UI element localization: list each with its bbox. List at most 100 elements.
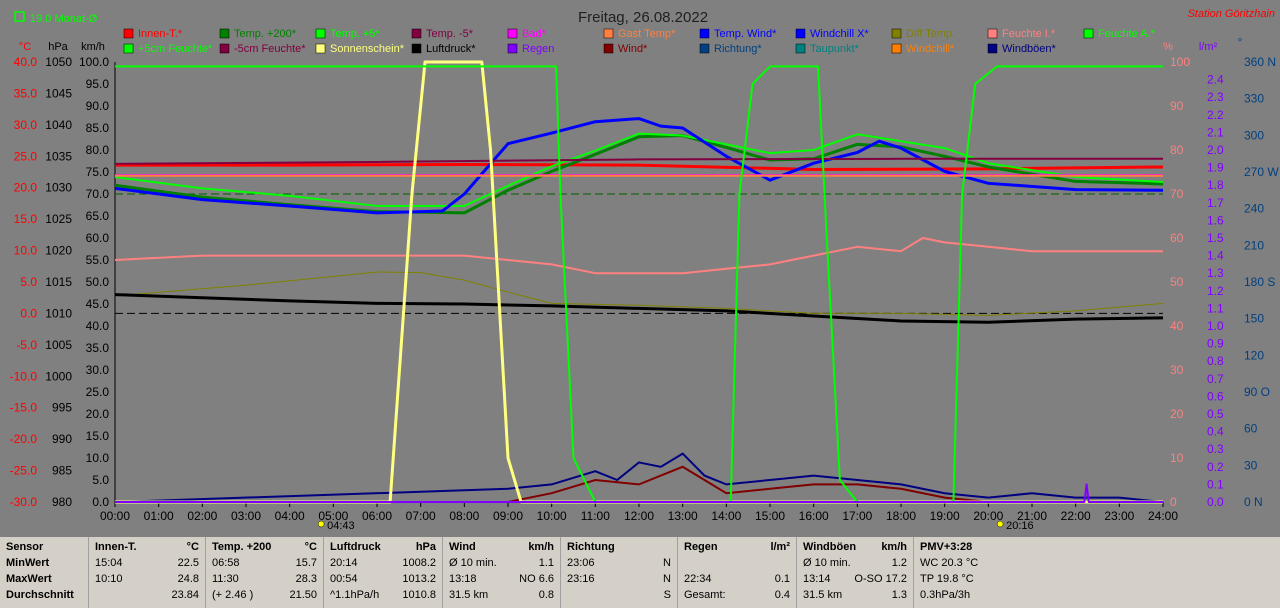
rain-tick-label: 2.2: [1207, 108, 1224, 122]
stats-cell: Ø 10 min.: [449, 557, 497, 569]
stats-cell: 06:58: [212, 557, 240, 569]
x-tick-label: 20:00: [973, 509, 1003, 523]
stats-cell: 1008.2: [402, 557, 436, 569]
temp-tick-label: -5.0: [16, 338, 37, 352]
pressure-tick-label: 1000: [45, 369, 72, 383]
legend-swatch: [795, 28, 806, 39]
pressure-tick-label: 1020: [45, 244, 72, 258]
sunrise-time: 04:43: [327, 520, 355, 532]
rain-tick-label: 0.5: [1207, 407, 1224, 421]
rain-tick-label: 0.1: [1207, 477, 1224, 491]
legend-swatch: [411, 28, 422, 39]
stats-column: Luftdruck hPa 20:14 1008.2 00:54 1013.2 ^1.1hP…: [323, 537, 442, 608]
x-tick-label: 19:00: [930, 509, 960, 523]
legend-item: Temp. +5*: [330, 28, 381, 40]
humidity-tick-label: 100: [1170, 55, 1190, 69]
legend-swatch: [891, 43, 902, 54]
stats-cell: 28.3: [295, 573, 317, 585]
humidity-tick-label: 0: [1170, 495, 1177, 509]
direction-tick-label: 90 O: [1244, 385, 1270, 399]
x-tick-label: 05:00: [318, 509, 348, 523]
stats-cell: 31.5 km: [803, 589, 843, 601]
month-avg-label: 19.0 Monat-Ø: [30, 13, 98, 25]
rain-tick-label: 1.3: [1207, 266, 1224, 280]
stats-header: Temp. +200: [212, 541, 272, 553]
wind-axis-unit: km/h: [81, 41, 105, 53]
stats-header: Wind: [449, 541, 476, 553]
temp-tick-label: 0.0: [20, 306, 37, 320]
legend-swatch: [603, 43, 614, 54]
legend-swatch: [891, 28, 902, 39]
stats-header: Richtung: [567, 541, 615, 553]
direction-tick-label: 150: [1244, 312, 1264, 326]
wind-tick-label: 60.0: [86, 231, 110, 245]
x-tick-label: 12:00: [624, 509, 654, 523]
pressure-tick-label: 1010: [45, 306, 72, 320]
pressure-tick-label: 1035: [45, 149, 72, 163]
stats-cell: 0.8: [538, 589, 554, 601]
wind-tick-label: 75.0: [86, 165, 110, 179]
legend-swatch: [795, 43, 806, 54]
series-line: [114, 452, 1164, 503]
stats-cell: 11:30: [212, 573, 239, 585]
humidity-tick-label: 10: [1170, 451, 1184, 465]
stats-cell: 13:14: [803, 573, 831, 585]
rain-tick-label: 1.1: [1207, 301, 1224, 315]
stats-cell: TP 19.8 °C: [920, 573, 974, 585]
wind-tick-label: 35.0: [86, 341, 110, 355]
temp-tick-label: 15.0: [14, 212, 38, 226]
x-tick-label: 23:00: [1104, 509, 1134, 523]
x-tick-label: 15:00: [755, 509, 785, 523]
x-tick-label: 18:00: [886, 509, 916, 523]
stats-cell: 13:18: [449, 573, 477, 585]
stats-cell: (+ 2.46 ): [212, 589, 254, 601]
x-tick-label: 09:00: [493, 509, 523, 523]
wind-tick-label: 90.0: [86, 99, 110, 113]
legend-swatch: [411, 43, 422, 54]
temp-tick-label: 40.0: [14, 55, 38, 69]
stats-header: km/h: [528, 541, 554, 553]
stats-header: hPa: [415, 541, 436, 553]
rain-tick-label: 0.8: [1207, 354, 1224, 368]
pressure-tick-label: 1025: [45, 212, 72, 226]
stats-cell: 1013.2: [402, 573, 436, 585]
legend-item: Temp. -5*: [426, 28, 474, 40]
rain-tick-label: 0.6: [1207, 389, 1224, 403]
wind-tick-label: 70.0: [86, 187, 110, 201]
stats-cell: N: [663, 557, 671, 569]
wind-tick-label: 80.0: [86, 143, 110, 157]
temp-tick-label: -25.0: [10, 464, 38, 478]
humidity-tick-label: 50: [1170, 275, 1184, 289]
pressure-tick-label: 1015: [45, 275, 72, 289]
x-tick-label: 10:00: [537, 509, 567, 523]
rain-tick-label: 1.4: [1207, 249, 1224, 263]
humidity-tick-label: 90: [1170, 99, 1184, 113]
stats-cell: N: [663, 573, 671, 585]
stats-cell: 23.84: [171, 589, 199, 601]
stats-cell: 23:06: [567, 557, 595, 569]
pressure-tick-label: 985: [52, 464, 72, 478]
stats-cell: 0.1: [774, 573, 790, 585]
stats-cell: 0.3hPa/3h: [920, 589, 971, 601]
wind-tick-label: 15.0: [86, 429, 110, 443]
legend-item: Taupunkt*: [810, 43, 860, 55]
temp-tick-label: 10.0: [14, 244, 38, 258]
pressure-tick-label: 995: [52, 401, 72, 415]
rain-tick-label: 1.2: [1207, 284, 1224, 298]
temp-tick-label: -15.0: [10, 401, 38, 415]
stats-header: PMV+3:28: [920, 541, 973, 553]
wind-tick-label: 0.0: [92, 495, 109, 509]
series-line: [114, 271, 1164, 316]
stats-cell: ^1.1hPa/h: [330, 589, 380, 601]
humidity-tick-label: 40: [1170, 319, 1184, 333]
sunset-icon: [996, 520, 1004, 528]
stats-column: PMV+3:28 WC 20.3 °C TP 19.8 °C 0.3hPa/3h: [913, 537, 1050, 608]
pressure-tick-label: 1045: [45, 86, 72, 100]
stats-column: Temp. +200 °C 06:58 15.7 11:30 28.3 (+ 2.46 ) 2…: [205, 537, 323, 608]
wind-tick-label: 40.0: [86, 319, 110, 333]
x-tick-label: 16:00: [799, 509, 829, 523]
legend-item: Windchill X*: [810, 28, 869, 40]
temp-tick-label: -30.0: [10, 495, 38, 509]
rain-tick-label: 1.9: [1207, 161, 1224, 175]
direction-tick-label: 180 S: [1244, 275, 1275, 289]
